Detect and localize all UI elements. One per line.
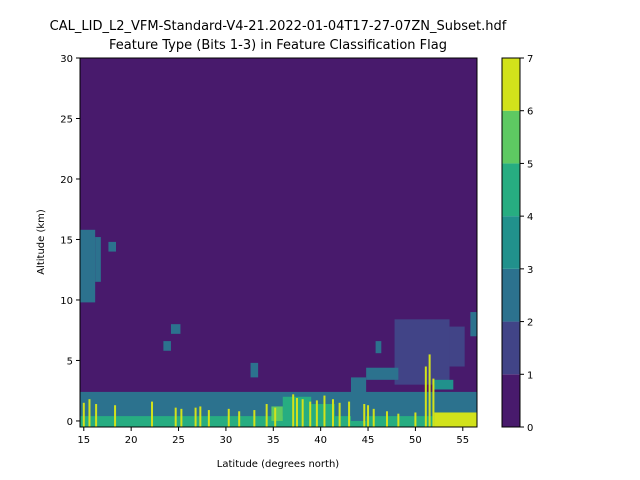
surface-spike [424,366,427,427]
surface-spike [292,394,295,427]
surface-spike [432,378,435,427]
surface-spike [385,411,388,427]
x-axis-label: Latitude (degrees north) [217,459,339,470]
colorbar-level [502,216,520,269]
y-tick-label: 30 [60,54,73,65]
surface-spike [265,404,268,427]
feature-region [271,406,283,421]
feature-region [80,416,477,427]
x-tick-label: 50 [409,435,422,446]
colorbar-frame [501,57,521,428]
chart-title-line2: Feature Type (Bits 1-3) in Feature Class… [109,38,447,53]
feature-region [170,324,181,334]
x-tick-label: 15 [77,435,90,446]
surface-spike [428,354,431,427]
colorbar-tick-label: 7 [527,54,533,65]
feature-region [95,237,101,282]
surface-spike [309,401,312,427]
x-tick-label: 30 [220,435,233,446]
colorbar-level [502,268,520,322]
y-tick-label: 15 [60,235,73,246]
surface-spike [348,401,351,427]
x-tick-label: 20 [125,435,138,446]
x-tick-label: 40 [314,435,327,446]
colorbar-tick-label: 1 [527,370,533,381]
surface-spike [253,410,256,427]
surface-spike [238,411,241,427]
colorbar-tick-label: 3 [527,265,533,276]
surface-spike [227,408,230,427]
surface-spike [174,407,177,427]
surface-spike [82,402,85,427]
colorbar-tick-label: 5 [527,159,533,170]
y-tick-label: 0 [67,417,73,428]
surface-spike [397,413,400,427]
colorbar-level [502,321,520,375]
colorbar-tick-label: 6 [527,107,533,118]
feature-region [108,241,117,252]
chart-title-line1: CAL_LID_L2_VFM-Standard-V4-21.2022-01-04… [50,19,507,34]
feature-region [434,412,477,427]
feature-region [250,362,259,378]
colorbar-tick-label: 0 [527,423,533,434]
surface-spike [323,395,326,427]
y-tick-label: 10 [60,296,73,307]
feature-region [394,319,450,385]
colorbar-level [502,374,520,427]
y-tick-label: 20 [60,175,73,186]
feature-region [432,379,454,390]
x-tick-label: 45 [362,435,375,446]
feature-region [449,326,465,367]
feature-region [80,229,96,303]
surface-spike [301,399,304,427]
plot-area [79,57,478,428]
surface-spike [372,408,375,427]
x-tick-label: 35 [267,435,280,446]
surface-spike [114,405,117,427]
surface-spike [95,404,98,427]
feature-region [470,312,477,337]
colorbar-level [502,58,520,111]
feature-region [311,404,335,421]
surface-spike [274,407,277,427]
y-axis-label: Altitude (km) [36,209,47,275]
x-tick-label: 25 [172,435,185,446]
surface-spike [363,404,366,427]
surface-spike [315,400,318,427]
colorbar-level [502,163,520,217]
feature-region [350,377,367,421]
surface-spike [180,408,183,427]
colorbar-level [502,110,520,164]
feature-region [163,341,171,351]
colorbar-tick-label: 4 [527,212,533,223]
surface-spike [414,412,417,427]
surface-spike [88,399,91,427]
surface-spike [295,397,298,427]
y-axis: 0 5 10 15 20 25 30 [60,54,80,428]
feature-region [366,367,399,380]
surface-spike [207,410,210,427]
surface-spike [151,401,154,427]
surface-spike [194,407,197,427]
x-tick-label: 55 [456,435,469,446]
x-axis: 15 20 25 30 35 40 45 50 55 [77,427,469,446]
feature-region [375,341,382,354]
y-tick-label: 25 [60,114,73,125]
y-tick-label: 5 [67,356,73,367]
surface-spike [331,399,334,427]
colorbar: 0 1 2 3 4 5 6 7 [501,54,533,434]
surface-spike [338,402,341,427]
surface-spike [367,405,370,427]
surface-spike [199,406,202,427]
colorbar-tick-label: 2 [527,318,533,329]
plot-frame [79,57,478,428]
